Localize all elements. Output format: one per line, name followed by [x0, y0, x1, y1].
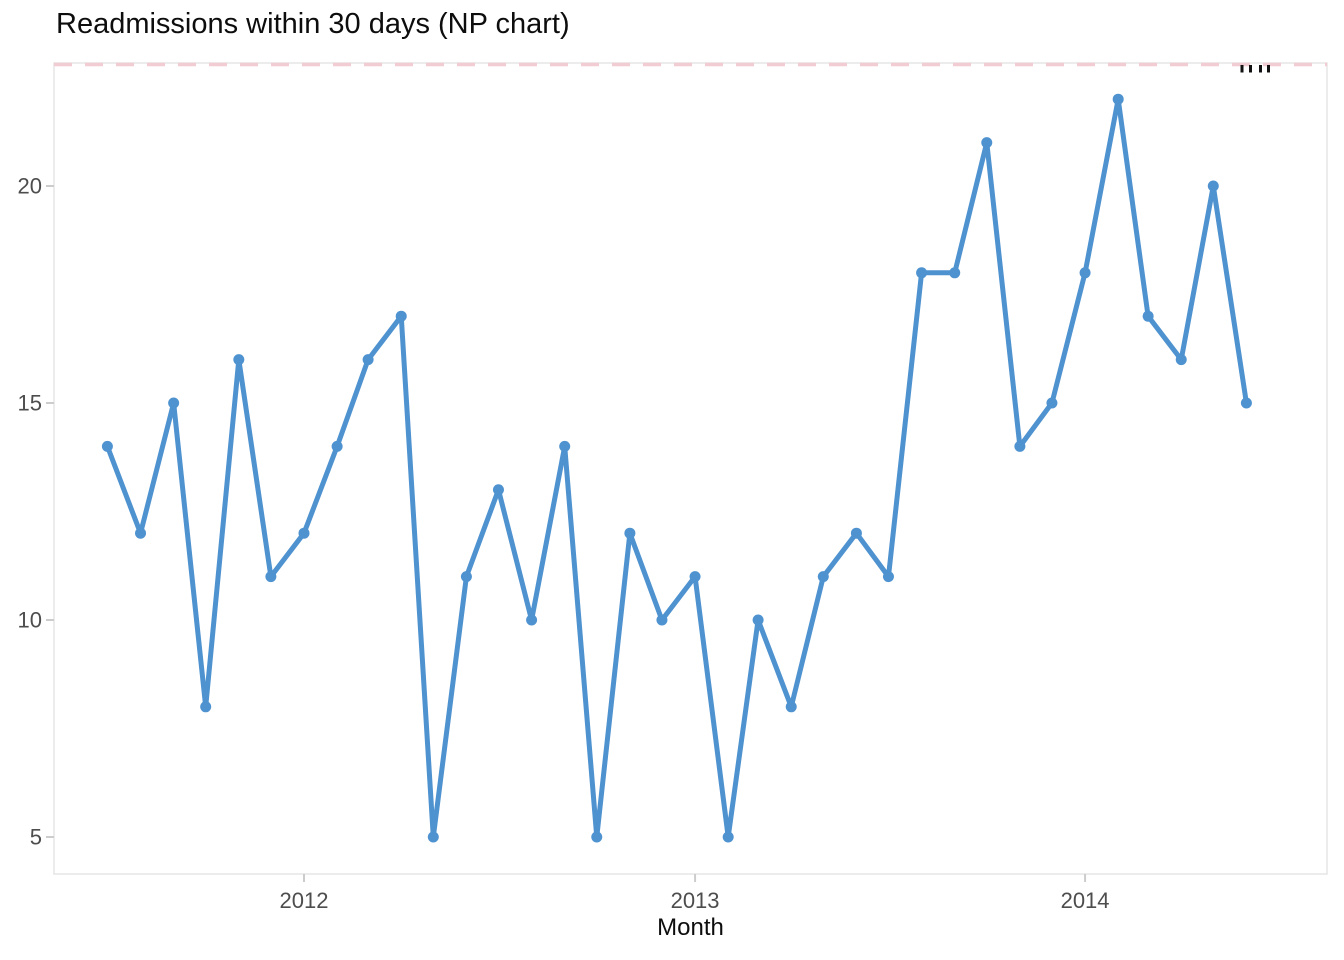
- data-point: [1046, 397, 1058, 409]
- y-tick-label: 5: [30, 825, 42, 850]
- x-axis-label: Month: [657, 914, 724, 941]
- data-point: [882, 571, 894, 583]
- data-point: [949, 267, 961, 279]
- data-point: [200, 701, 212, 713]
- ucl-clipped-mark: [1240, 64, 1244, 73]
- data-point: [460, 571, 472, 583]
- data-point: [1207, 180, 1219, 192]
- data-point: [916, 267, 928, 279]
- data-point: [1112, 93, 1124, 105]
- data-point: [1240, 397, 1252, 409]
- data-point: [656, 614, 668, 626]
- data-point: [817, 571, 829, 583]
- data-point: [492, 484, 504, 496]
- data-point: [395, 310, 407, 322]
- y-tick-label: 10: [18, 608, 42, 633]
- data-point: [591, 831, 603, 843]
- ucl-clipped-mark: [1259, 64, 1262, 73]
- data-point: [265, 571, 277, 583]
- data-point: [362, 354, 374, 366]
- data-point: [624, 527, 636, 539]
- data-point: [331, 440, 343, 452]
- data-point: [850, 527, 862, 539]
- ucl-clipped-mark: [1249, 64, 1252, 73]
- data-point: [1079, 267, 1091, 279]
- data-point: [526, 614, 538, 626]
- data-point: [559, 440, 571, 452]
- data-point: [233, 354, 245, 366]
- chart-title: Readmissions within 30 days (NP chart): [56, 8, 570, 40]
- x-tick-label: 2012: [280, 888, 329, 913]
- ucl-clipped-mark: [1267, 64, 1270, 73]
- data-point: [135, 527, 147, 539]
- data-point: [1142, 310, 1154, 322]
- data-point: [168, 397, 180, 409]
- panel-border: [53, 62, 1328, 875]
- data-point: [981, 137, 993, 149]
- data-point: [722, 831, 734, 843]
- y-tick-label: 15: [18, 391, 42, 416]
- data-point: [1175, 354, 1187, 366]
- data-point: [427, 831, 439, 843]
- series-line: [104, 96, 1249, 840]
- data-point: [689, 571, 701, 583]
- y-tick-label: 20: [18, 174, 42, 199]
- data-point: [785, 701, 797, 713]
- data-point: [298, 527, 310, 539]
- data-point: [752, 614, 764, 626]
- data-point: [1014, 440, 1026, 452]
- x-tick-label: 2014: [1061, 888, 1110, 913]
- x-tick-label: 2013: [671, 888, 720, 913]
- data-point: [101, 440, 113, 452]
